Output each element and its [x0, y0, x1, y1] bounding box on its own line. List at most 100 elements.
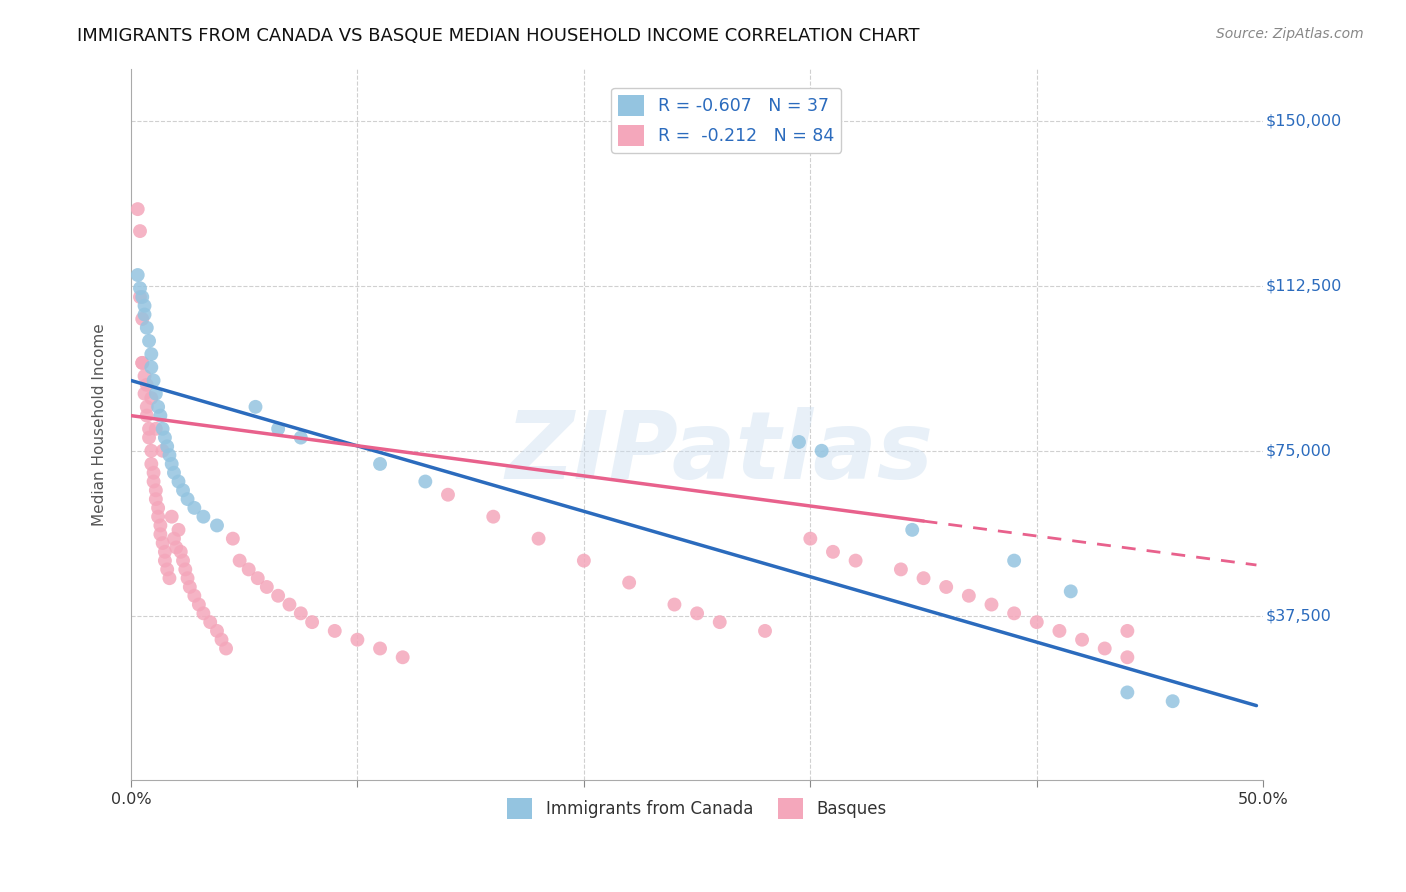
Point: [131, 356, 153, 370]
Point: [238, 562, 260, 576]
Point: [134, 299, 156, 313]
Point: [1116, 650, 1139, 665]
Point: [1116, 624, 1139, 638]
Point: [127, 202, 149, 216]
Point: [617, 575, 640, 590]
Point: [278, 598, 301, 612]
Point: [149, 518, 172, 533]
Point: [267, 422, 290, 436]
Point: [193, 607, 215, 621]
Point: [146, 509, 169, 524]
Point: [141, 347, 163, 361]
Text: IMMIGRANTS FROM CANADA VS BASQUE MEDIAN HOUSEHOLD INCOME CORRELATION CHART: IMMIGRANTS FROM CANADA VS BASQUE MEDIAN …: [77, 27, 920, 45]
Point: [174, 562, 197, 576]
Point: [165, 541, 187, 555]
Point: [135, 320, 157, 334]
Point: [142, 374, 165, 388]
Point: [141, 443, 163, 458]
Point: [135, 400, 157, 414]
Point: [1071, 632, 1094, 647]
Point: [290, 431, 312, 445]
Point: [256, 580, 278, 594]
Point: [135, 377, 157, 392]
Point: [205, 518, 228, 533]
Point: [222, 532, 245, 546]
Point: [152, 536, 174, 550]
Point: [131, 290, 153, 304]
Point: [141, 391, 163, 405]
Point: [172, 553, 194, 567]
Point: [200, 615, 222, 629]
Point: [1025, 615, 1047, 629]
Point: [170, 545, 193, 559]
Text: $37,500: $37,500: [1265, 608, 1331, 623]
Point: [152, 422, 174, 436]
Point: [142, 475, 165, 489]
Point: [301, 615, 323, 629]
Point: [149, 409, 172, 423]
Point: [346, 632, 368, 647]
Point: [187, 598, 209, 612]
Point: [145, 492, 167, 507]
Point: [160, 457, 183, 471]
Point: [156, 439, 179, 453]
Point: [163, 532, 186, 546]
Point: [135, 409, 157, 423]
Point: [138, 422, 160, 436]
Point: [215, 641, 238, 656]
Y-axis label: Median Household Income: Median Household Income: [93, 323, 107, 525]
Point: [129, 224, 152, 238]
Point: [145, 483, 167, 498]
Point: [290, 607, 312, 621]
Point: [709, 615, 731, 629]
Point: [127, 268, 149, 282]
Point: [160, 509, 183, 524]
Point: [183, 500, 205, 515]
Point: [131, 356, 153, 370]
Point: [754, 624, 776, 638]
Text: ZIPatlas: ZIPatlas: [506, 407, 934, 499]
Point: [323, 624, 346, 638]
Point: [179, 580, 201, 594]
Point: [149, 527, 172, 541]
Point: [176, 492, 198, 507]
Point: [980, 598, 1002, 612]
Point: [134, 386, 156, 401]
Point: [1116, 685, 1139, 699]
Point: [138, 431, 160, 445]
Point: [167, 475, 190, 489]
Point: [193, 509, 215, 524]
Text: Source: ZipAtlas.com: Source: ZipAtlas.com: [1216, 27, 1364, 41]
Point: [267, 589, 290, 603]
Point: [912, 571, 935, 585]
Point: [138, 334, 160, 348]
Point: [957, 589, 980, 603]
Point: [1060, 584, 1083, 599]
Point: [1002, 553, 1025, 567]
Text: $150,000: $150,000: [1265, 114, 1341, 128]
Point: [686, 607, 709, 621]
Point: [901, 523, 924, 537]
Text: $75,000: $75,000: [1265, 443, 1331, 458]
Point: [437, 488, 460, 502]
Point: [935, 580, 957, 594]
Point: [159, 571, 181, 585]
Point: [172, 483, 194, 498]
Point: [1002, 607, 1025, 621]
Point: [163, 466, 186, 480]
Point: [664, 598, 686, 612]
Point: [142, 466, 165, 480]
Point: [183, 589, 205, 603]
Point: [156, 562, 179, 576]
Point: [146, 400, 169, 414]
Point: [152, 443, 174, 458]
Point: [799, 532, 821, 546]
Point: [1161, 694, 1184, 708]
Point: [1094, 641, 1116, 656]
Point: [810, 443, 832, 458]
Point: [415, 475, 437, 489]
Point: [211, 632, 233, 647]
Point: [141, 360, 163, 375]
Point: [134, 308, 156, 322]
Point: [146, 500, 169, 515]
